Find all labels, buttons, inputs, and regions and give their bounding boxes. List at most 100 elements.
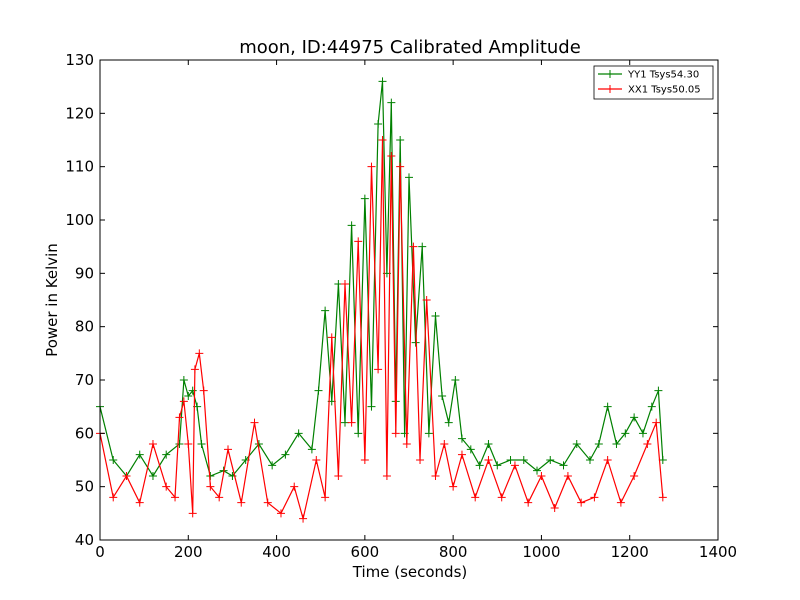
- data-point: [179, 376, 188, 384]
- data-point: [658, 493, 667, 502]
- data-point: [184, 440, 193, 448]
- data-point: [484, 456, 493, 464]
- data-point: [402, 440, 411, 448]
- data-point: [418, 242, 427, 251]
- data-point: [559, 461, 568, 470]
- data-point: [658, 456, 667, 464]
- data-point: [493, 461, 502, 470]
- x-tick-label: 0: [95, 543, 105, 561]
- data-point: [449, 482, 458, 491]
- data-point: [451, 376, 460, 384]
- data-point: [577, 498, 586, 507]
- data-point: [378, 77, 387, 86]
- data-point: [135, 450, 144, 459]
- data-point: [497, 493, 506, 502]
- x-tick-label: 600: [351, 543, 380, 561]
- y-tick-label: 40: [75, 531, 94, 549]
- data-point: [334, 472, 343, 480]
- data-point: [197, 440, 206, 448]
- data-point: [431, 472, 440, 480]
- data-point: [294, 429, 303, 438]
- data-point: [519, 456, 528, 464]
- data-point: [506, 456, 515, 464]
- y-tick-label: 50: [75, 478, 94, 496]
- y-tick-label: 70: [75, 371, 94, 389]
- data-point: [546, 456, 555, 464]
- data-point: [585, 456, 594, 464]
- data-point: [188, 509, 197, 518]
- data-point: [360, 194, 369, 203]
- data-point: [268, 461, 277, 470]
- y-tick-label: 80: [75, 318, 94, 336]
- data-point: [299, 514, 308, 523]
- data-point: [524, 498, 533, 507]
- legend-marker: [606, 70, 614, 78]
- y-tick-label: 100: [65, 211, 94, 229]
- data-point: [347, 221, 356, 230]
- data-point: [340, 280, 349, 288]
- y-axis-label: Power in Kelvin: [43, 243, 61, 357]
- data-point: [654, 386, 663, 395]
- data-point: [438, 392, 447, 400]
- x-tick-label: 1400: [699, 543, 737, 561]
- data-point: [563, 472, 572, 480]
- data-point: [457, 434, 466, 443]
- series-line: [99, 81, 664, 478]
- data-point: [290, 482, 299, 491]
- data-point: [612, 440, 621, 448]
- legend-marker: [606, 85, 614, 93]
- data-point: [188, 386, 197, 395]
- data-point: [537, 472, 546, 480]
- data-point: [276, 509, 285, 518]
- data-point: [109, 456, 118, 464]
- data-point: [347, 418, 356, 427]
- x-tick-label: 1000: [522, 543, 560, 561]
- data-point: [175, 440, 184, 448]
- legend-box: [593, 65, 714, 100]
- data-point: [405, 173, 413, 182]
- data-point: [457, 450, 466, 459]
- data-point: [603, 402, 612, 411]
- legend: YY1 Tsys54.30 XX1 Tsys50.05: [593, 65, 714, 100]
- data-point: [378, 136, 387, 144]
- x-tick-label: 400: [262, 543, 291, 561]
- data-point: [195, 349, 204, 358]
- x-tick-label: 200: [174, 543, 203, 561]
- data-point: [422, 296, 431, 304]
- data-point: [471, 493, 480, 502]
- data-point: [510, 461, 519, 470]
- data-point: [387, 152, 396, 160]
- x-axis: 0 200 400 600 800 1000 1200 1400: [95, 60, 737, 561]
- data-point: [594, 440, 603, 448]
- data-point: [237, 498, 246, 507]
- legend-label: XX1 Tsys50.05: [628, 85, 701, 96]
- data-point: [424, 429, 433, 438]
- data-point: [590, 493, 599, 502]
- data-point: [135, 498, 144, 507]
- data-point: [411, 338, 420, 347]
- data-point: [396, 136, 405, 144]
- data-point: [354, 237, 363, 246]
- data-point: [638, 429, 647, 438]
- data-point: [374, 365, 383, 374]
- data-point: [367, 162, 376, 171]
- data-point: [179, 397, 188, 406]
- data-point: [148, 472, 157, 480]
- data-point: [484, 440, 493, 448]
- data-point: [367, 402, 376, 411]
- data-point: [374, 120, 383, 128]
- data-point: [171, 493, 180, 502]
- data-point: [307, 445, 316, 454]
- data-point: [630, 413, 639, 422]
- data-point: [647, 402, 656, 411]
- series-line: [99, 139, 664, 519]
- data-point: [314, 386, 323, 395]
- data-point: [409, 242, 418, 251]
- data-point: [321, 493, 330, 502]
- data-point: [312, 456, 321, 464]
- legend-label: YY1 Tsys54.30: [627, 70, 699, 81]
- data-point: [603, 456, 612, 464]
- data-point: [175, 413, 184, 422]
- data-point: [387, 98, 396, 107]
- x-axis-label: Time (seconds): [352, 563, 468, 581]
